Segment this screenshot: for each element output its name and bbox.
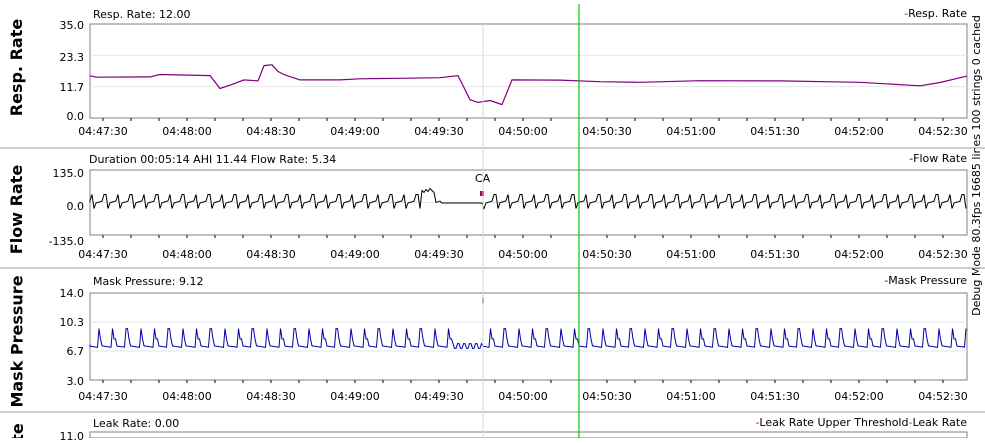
mask-pressure-panel[interactable]: Mask Pressure 14.0 10.3 6.7 3.0 Mask Pre… [0, 270, 985, 412]
flow-rate-series-line [89, 187, 967, 210]
x-tick-label: 04:50:00 [498, 125, 548, 138]
x-tick-label: 04:48:00 [162, 390, 212, 403]
y-tick: 23.3 [59, 51, 85, 64]
y-tick: 35.0 [59, 19, 85, 32]
y-tick: 0.0 [66, 200, 85, 213]
plot-frame [89, 431, 968, 438]
mask-pressure-series-line [89, 328, 967, 349]
legend-swatch: - [909, 152, 914, 165]
resp-rate-legend: -Resp. Rate [904, 7, 967, 20]
flow-rate-stat: Duration 00:05:14 AHI 11.44 Flow Rate: 5… [89, 153, 337, 166]
x-tick-label: 04:51:00 [666, 390, 716, 403]
y-tick: 14.0 [59, 287, 85, 300]
y-tick: -135.0 [48, 235, 84, 248]
resp-rate-stat: Resp. Rate: 12.00 [93, 8, 191, 21]
x-tick-label: 04:51:00 [666, 248, 716, 261]
x-tick-label: 04:51:30 [750, 248, 800, 261]
legend-swatch: - [908, 416, 913, 429]
flow-rate-panel[interactable]: Flow Rate 135.0 0.0 -135.0 Duration 00:0… [0, 150, 985, 268]
y-tick: 135.0 [52, 167, 85, 180]
x-tick-label: 04:49:30 [414, 248, 464, 261]
x-tick-label: 04:49:00 [330, 390, 380, 403]
x-tick-label: 04:52:30 [918, 390, 968, 403]
x-tick-label: 04:52:00 [834, 125, 884, 138]
y-tick: 6.7 [66, 345, 85, 358]
x-tick-label: 04:48:30 [246, 125, 296, 138]
resp-rate-panel[interactable]: Resp. Rate 35.0 23.3 11.7 0.0 Resp. Rate… [0, 0, 985, 148]
x-tick-label: 04:50:30 [582, 125, 632, 138]
x-tick-label: 04:52:00 [834, 390, 884, 403]
x-tick-label: 04:50:00 [498, 390, 548, 403]
y-tick: 0.0 [66, 110, 85, 123]
y-tick: 3.0 [66, 375, 85, 388]
x-tick-label: 04:51:30 [750, 390, 800, 403]
legend-swatch: - [904, 7, 909, 20]
legend-swatch: - [755, 416, 760, 429]
x-tick-label: 04:51:30 [750, 125, 800, 138]
x-tick-label: 04:48:00 [162, 248, 212, 261]
x-tick-label: 04:52:30 [918, 125, 968, 138]
y-tick: 10.3 [59, 316, 85, 329]
plot-frame [89, 23, 968, 119]
leak-rate-legend: -Leak Rate Upper Threshold-Leak Rate [755, 416, 967, 429]
leak-rate-panel[interactable]: te 11.0 Leak Rate: 0.00 -Leak Rate Upper… [0, 414, 985, 443]
x-tick-label: 04:49:30 [414, 125, 464, 138]
resp-rate-series-line [89, 64, 968, 106]
x-tick-label: 04:50:30 [582, 248, 632, 261]
x-tick-label: 04:47:30 [78, 248, 128, 261]
legend-swatch: - [884, 274, 889, 287]
leak-rate-stat: Leak Rate: 0.00 [93, 417, 180, 430]
x-tick-label: 04:52:00 [834, 248, 884, 261]
x-tick-label: 04:50:30 [582, 390, 632, 403]
flow-rate-legend: -Flow Rate [909, 152, 967, 165]
x-tick-label: 04:51:00 [666, 125, 716, 138]
x-tick-label: 04:49:00 [330, 125, 380, 138]
plot-frame [89, 292, 968, 381]
mask-pressure-stat: Mask Pressure: 9.12 [93, 275, 204, 288]
x-tick-label: 04:49:30 [414, 390, 464, 403]
x-tick-label: 04:48:30 [246, 248, 296, 261]
x-tick-label: 04:47:30 [78, 390, 128, 403]
y-tick: 11.7 [59, 81, 85, 94]
x-tick-label: 04:49:00 [330, 248, 380, 261]
x-tick-label: 04:52:30 [918, 248, 968, 261]
x-tick-label: 04:50:00 [498, 248, 548, 261]
x-tick-label: 04:48:00 [162, 125, 212, 138]
central-apnea-marker [480, 191, 484, 196]
mask-pressure-legend: -Mask Pressure [884, 274, 967, 287]
x-tick-label: 04:48:30 [246, 390, 296, 403]
x-tick-label: 04:47:30 [78, 125, 128, 138]
